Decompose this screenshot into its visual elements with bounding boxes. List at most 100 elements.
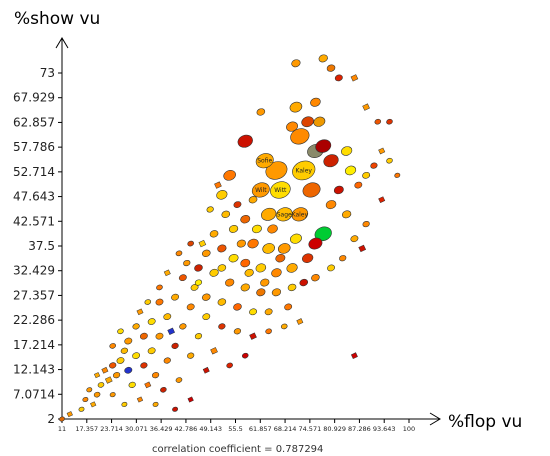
data-point — [362, 103, 370, 111]
data-point — [311, 274, 320, 282]
data-point — [251, 224, 262, 234]
data-point — [308, 237, 323, 250]
y-tick-label: 57.786 — [13, 140, 55, 154]
data-point — [271, 268, 282, 278]
data-point — [209, 230, 219, 238]
data-point — [291, 207, 309, 222]
data-point — [249, 332, 257, 340]
x-tick-label: 30.071 — [125, 425, 148, 433]
y-tick-label: 27.357 — [13, 288, 55, 302]
data-point — [109, 343, 116, 349]
data-point — [151, 372, 160, 379]
y-tick-label: 12.143 — [13, 363, 55, 377]
data-point — [339, 255, 347, 262]
data-point — [109, 362, 117, 369]
data-point — [183, 259, 191, 267]
data-point — [163, 313, 172, 321]
x-tick-label: 23.714 — [100, 425, 123, 433]
data-point — [255, 153, 274, 169]
data-point — [291, 59, 301, 68]
data-point — [354, 181, 363, 189]
data-point — [187, 396, 194, 403]
data-point — [226, 362, 233, 369]
data-point — [112, 372, 121, 379]
data-point — [156, 284, 163, 291]
data-point — [217, 298, 227, 306]
data-point — [248, 196, 258, 204]
data-point — [323, 154, 339, 168]
data-point — [171, 293, 180, 301]
data-point — [334, 74, 343, 82]
data-point — [233, 303, 242, 311]
correlation-annotation: correlation coefficient = 0.787294 — [152, 444, 323, 455]
data-point — [358, 244, 367, 253]
axes: 2 7.0714 12.143 17.214 22.286 27.357 32.429 37.… — [13, 37, 441, 433]
data-point — [244, 268, 254, 277]
data-point — [275, 207, 293, 222]
data-point — [325, 200, 337, 210]
y-axis-title: %show vu — [14, 9, 100, 29]
x-tick-label: 42.786 — [175, 425, 198, 433]
data-point — [286, 121, 298, 132]
data-point — [117, 328, 124, 335]
data-point — [209, 268, 219, 277]
data-point — [82, 396, 89, 403]
data-point — [175, 377, 183, 383]
data-point — [120, 347, 129, 354]
data-point — [216, 190, 228, 200]
point-layer — [59, 54, 401, 422]
data-point — [78, 406, 85, 412]
x-axis-arrow — [429, 412, 441, 426]
data-point — [167, 327, 175, 335]
y-tick-label: 7.0714 — [13, 387, 55, 401]
data-point — [223, 170, 236, 181]
y-tick-label: 2 — [47, 412, 55, 426]
data-point — [121, 401, 128, 407]
x-tick-label: 87.286 — [348, 425, 371, 433]
y-tick-label: 73 — [40, 66, 55, 80]
data-point — [284, 303, 293, 311]
y-tick-label: 67.929 — [13, 91, 55, 105]
data-point — [155, 298, 164, 306]
x-tick-label: 11 — [58, 425, 66, 433]
data-point — [287, 283, 297, 292]
data-point — [362, 171, 371, 179]
data-point — [378, 147, 386, 155]
data-point — [271, 288, 282, 297]
y-tick-label: 47.643 — [13, 190, 55, 204]
x-tick-label: 55.5 — [228, 425, 242, 433]
data-point — [217, 244, 227, 253]
data-point — [315, 139, 332, 153]
data-point — [228, 253, 239, 263]
data-point — [326, 64, 336, 72]
data-point — [97, 382, 105, 388]
data-point — [370, 162, 378, 169]
y-tick-label: 42.571 — [13, 214, 55, 228]
data-point — [341, 210, 352, 219]
data-point — [147, 318, 156, 325]
data-point — [260, 278, 270, 287]
data-point — [270, 181, 291, 199]
data-point — [386, 157, 393, 164]
x-tick-label: 49.143 — [199, 425, 222, 433]
data-point — [394, 172, 401, 178]
data-point — [233, 328, 242, 335]
point-label: Kaley — [296, 167, 313, 174]
data-point — [296, 318, 304, 325]
data-point — [301, 116, 314, 128]
data-point — [187, 352, 195, 359]
data-point — [289, 101, 303, 113]
data-point — [218, 323, 226, 330]
data-point — [144, 299, 152, 305]
data-point — [140, 362, 148, 369]
data-point — [66, 411, 73, 418]
data-point — [292, 160, 316, 181]
data-point — [104, 376, 113, 384]
data-point — [228, 225, 239, 233]
y-tick-label: 22.286 — [13, 313, 55, 327]
data-point — [378, 196, 386, 204]
data-point — [256, 108, 266, 116]
data-point — [136, 396, 144, 403]
